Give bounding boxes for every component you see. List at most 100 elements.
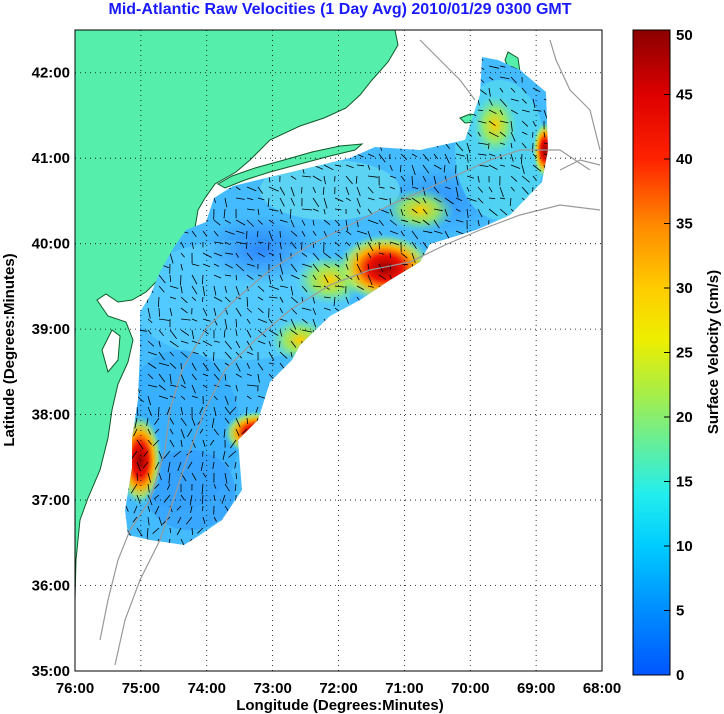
x-tick-label: 76:00 [56, 680, 94, 697]
velocity-arrow [543, 153, 548, 158]
colorbar-tick-label: 35 [676, 216, 693, 233]
velocity-arrow [378, 197, 388, 201]
velocity-arrow [213, 241, 224, 244]
velocity-arrow [224, 197, 228, 208]
velocity-arrow [246, 351, 254, 355]
velocity-arrow [189, 494, 193, 506]
velocity-arrow [147, 472, 152, 483]
colorbar-tick-label: 5 [676, 603, 684, 620]
velocity-arrow [433, 208, 443, 212]
velocity-arrow [521, 153, 523, 165]
velocity-arrow [323, 164, 334, 171]
x-tick-label: 70:00 [451, 680, 489, 697]
velocity-arrow [477, 153, 487, 156]
velocity-arrow [223, 329, 226, 338]
velocity-arrow [334, 197, 344, 202]
velocity-arrow [213, 516, 217, 522]
velocity-arrow [152, 439, 160, 447]
velocity-arrow [187, 461, 193, 469]
velocity-arrow [246, 417, 249, 425]
velocity-arrow [268, 318, 273, 324]
velocity-arrow [147, 395, 151, 406]
velocity-arrow [301, 175, 312, 178]
velocity-arrow [378, 241, 380, 250]
velocity-arrow [202, 439, 206, 447]
velocity-arrow [224, 461, 229, 468]
velocity-arrow [389, 241, 400, 246]
velocity-arrow [191, 373, 197, 381]
velocity-arrow [163, 494, 171, 503]
velocity-arrow [224, 274, 232, 277]
velocity-arrow [180, 395, 186, 400]
velocity-arrow [213, 296, 223, 302]
velocity-arrow [378, 153, 386, 163]
velocity-arrow [235, 230, 245, 234]
velocity-arrow [246, 274, 254, 280]
velocity-arrow [466, 142, 471, 154]
velocity-arrow [499, 76, 510, 80]
velocity-arrow [312, 175, 322, 182]
velocity-arrow [488, 131, 499, 138]
colorbar-tick-label: 50 [676, 27, 693, 44]
velocity-arrow [323, 274, 329, 283]
velocity-arrow [345, 197, 352, 202]
velocity-arrow [323, 252, 332, 259]
velocity-arrow [312, 263, 320, 272]
velocity-arrow [246, 230, 248, 239]
velocity-arrow [279, 307, 283, 314]
velocity-arrow [134, 417, 138, 429]
velocity-arrow [334, 219, 341, 226]
x-tick-labels: 76:00 75:00 74:00 73:00 72:00 71:00 70:00 69:00… [56, 680, 621, 697]
velocity-arrow [177, 461, 182, 472]
velocity-arrow [191, 296, 197, 301]
velocity-arrow [279, 263, 284, 275]
velocity-arrow [367, 175, 379, 178]
velocity-arrow [400, 230, 405, 236]
velocity-arrow [422, 230, 433, 234]
y-tick-label: 40:00 [32, 236, 70, 253]
colorbar-tick-label: 15 [676, 474, 693, 491]
velocity-arrow [168, 472, 171, 484]
velocity-arrow [147, 318, 153, 324]
velocity-arrow [224, 241, 231, 246]
velocity-arrow [455, 186, 459, 198]
grid-lines [75, 30, 602, 671]
velocity-arrow [521, 186, 529, 195]
velocity-arrow [279, 219, 288, 223]
velocity-arrow [197, 527, 204, 534]
velocity-arrow [158, 373, 166, 383]
velocity-arrow [499, 186, 504, 198]
velocity-arrow [279, 285, 288, 288]
velocity-arrow [521, 87, 527, 94]
velocity-arrow [211, 417, 215, 428]
velocity-arrow [345, 230, 352, 236]
velocity-arrow [290, 285, 294, 296]
velocity-arrow [224, 230, 235, 235]
velocity-arrow [169, 252, 174, 264]
velocity-arrow [378, 274, 387, 280]
velocity-arrow [147, 373, 154, 379]
velocity-arrow [213, 285, 217, 296]
velocity-arrow [367, 241, 374, 252]
velocity-arrow [268, 230, 273, 241]
velocity-arrow [466, 186, 470, 192]
velocity-arrow [323, 263, 331, 269]
land-delmarva-notch [101, 329, 121, 374]
velocity-arrow [510, 98, 519, 102]
velocity-arrow [345, 186, 350, 196]
velocity-arrow [202, 296, 204, 303]
velocity-arrow [246, 263, 256, 267]
velocity-arrow [180, 307, 188, 314]
velocity-arrow [234, 483, 237, 492]
velocity-arrow [202, 373, 209, 377]
velocity-arrow [202, 516, 206, 524]
velocity-arrow [378, 230, 383, 236]
velocity-arrow [389, 164, 393, 171]
velocity-arrow [279, 186, 286, 196]
velocity-arrow [229, 439, 237, 449]
velocity-arrow [257, 252, 265, 258]
velocity-arrow [455, 175, 459, 186]
velocity-arrow [268, 186, 279, 192]
velocity-arrow [180, 494, 185, 501]
